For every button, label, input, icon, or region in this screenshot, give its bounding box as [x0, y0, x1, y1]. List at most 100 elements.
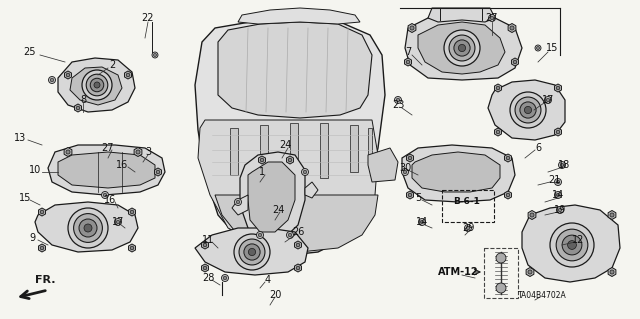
- Polygon shape: [418, 22, 505, 74]
- Circle shape: [496, 253, 506, 263]
- Text: 20: 20: [269, 290, 281, 300]
- Text: 8: 8: [80, 95, 86, 105]
- Polygon shape: [202, 241, 209, 249]
- Circle shape: [396, 98, 400, 102]
- Polygon shape: [412, 152, 500, 192]
- Circle shape: [259, 233, 262, 237]
- Circle shape: [248, 249, 255, 256]
- Circle shape: [408, 156, 412, 160]
- Text: 10: 10: [29, 165, 41, 175]
- Circle shape: [419, 219, 426, 226]
- Circle shape: [610, 213, 614, 217]
- Polygon shape: [305, 182, 318, 198]
- Polygon shape: [74, 104, 81, 112]
- Circle shape: [420, 220, 424, 224]
- Text: 6: 6: [535, 143, 541, 153]
- Circle shape: [223, 276, 227, 280]
- Text: 24: 24: [279, 140, 291, 150]
- Text: 1: 1: [259, 167, 265, 177]
- Text: 9: 9: [29, 233, 35, 243]
- Polygon shape: [294, 241, 301, 249]
- Circle shape: [556, 130, 560, 134]
- Polygon shape: [38, 208, 45, 216]
- Polygon shape: [402, 145, 515, 202]
- Circle shape: [465, 225, 472, 232]
- Circle shape: [528, 270, 532, 274]
- Text: 21: 21: [548, 175, 560, 185]
- Polygon shape: [232, 195, 248, 215]
- Polygon shape: [287, 156, 294, 164]
- Circle shape: [545, 97, 552, 103]
- Text: 19: 19: [554, 205, 566, 215]
- Circle shape: [510, 26, 514, 30]
- Polygon shape: [48, 145, 165, 195]
- Circle shape: [467, 226, 470, 230]
- Circle shape: [204, 266, 207, 270]
- Polygon shape: [526, 268, 534, 277]
- Circle shape: [535, 45, 541, 51]
- Circle shape: [234, 198, 241, 205]
- Text: 27: 27: [486, 13, 499, 23]
- Text: FR.: FR.: [35, 275, 55, 285]
- Text: 25: 25: [24, 47, 36, 57]
- Polygon shape: [608, 268, 616, 277]
- Circle shape: [130, 246, 134, 250]
- Circle shape: [84, 224, 92, 232]
- Circle shape: [82, 70, 112, 100]
- Circle shape: [556, 86, 560, 90]
- Circle shape: [490, 16, 493, 20]
- Circle shape: [126, 73, 130, 77]
- Circle shape: [40, 210, 44, 214]
- Circle shape: [152, 52, 158, 58]
- Circle shape: [103, 193, 107, 197]
- Circle shape: [444, 30, 480, 66]
- Text: 13: 13: [14, 133, 26, 143]
- Polygon shape: [350, 125, 358, 172]
- Circle shape: [288, 233, 292, 237]
- Polygon shape: [125, 71, 131, 79]
- Polygon shape: [608, 211, 616, 219]
- Circle shape: [496, 86, 500, 90]
- Polygon shape: [290, 123, 298, 178]
- Circle shape: [506, 193, 510, 197]
- Circle shape: [557, 206, 563, 213]
- Circle shape: [102, 191, 109, 198]
- Polygon shape: [554, 128, 561, 136]
- Text: 2: 2: [109, 60, 115, 70]
- Polygon shape: [528, 211, 536, 219]
- Circle shape: [154, 54, 157, 56]
- Polygon shape: [408, 24, 416, 33]
- Text: 14: 14: [416, 217, 428, 227]
- Text: 29: 29: [462, 223, 474, 233]
- Circle shape: [296, 243, 300, 247]
- Polygon shape: [554, 84, 561, 92]
- Polygon shape: [488, 80, 565, 140]
- Polygon shape: [195, 20, 385, 255]
- Polygon shape: [428, 8, 495, 22]
- Polygon shape: [406, 191, 413, 199]
- Polygon shape: [218, 22, 372, 118]
- Text: 28: 28: [202, 273, 214, 283]
- Circle shape: [260, 158, 264, 162]
- Polygon shape: [238, 8, 360, 24]
- Polygon shape: [58, 152, 155, 188]
- Circle shape: [136, 150, 140, 154]
- Circle shape: [394, 97, 401, 103]
- Polygon shape: [65, 71, 72, 79]
- Text: 15: 15: [19, 193, 31, 203]
- Text: 11: 11: [202, 235, 214, 245]
- Circle shape: [513, 60, 517, 64]
- Circle shape: [560, 163, 564, 167]
- Text: 16: 16: [116, 160, 128, 170]
- Circle shape: [40, 246, 44, 250]
- Text: 17: 17: [112, 217, 124, 227]
- Text: TA04B4702A: TA04B4702A: [518, 291, 566, 300]
- Circle shape: [74, 214, 102, 242]
- Text: 16: 16: [104, 195, 116, 205]
- Polygon shape: [260, 125, 268, 178]
- Circle shape: [257, 232, 264, 239]
- Circle shape: [510, 92, 546, 128]
- Circle shape: [556, 229, 588, 261]
- Text: 22: 22: [141, 13, 154, 23]
- Text: 26: 26: [292, 227, 304, 237]
